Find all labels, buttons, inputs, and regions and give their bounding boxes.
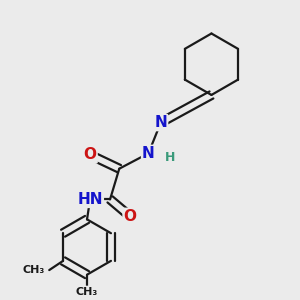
Text: CH₃: CH₃ bbox=[76, 286, 98, 297]
Text: H: H bbox=[165, 152, 175, 164]
Text: O: O bbox=[124, 209, 136, 224]
Text: HN: HN bbox=[77, 192, 103, 207]
Text: O: O bbox=[84, 147, 97, 162]
Text: N: N bbox=[142, 146, 155, 161]
Text: N: N bbox=[154, 115, 167, 130]
Text: CH₃: CH₃ bbox=[22, 265, 45, 275]
